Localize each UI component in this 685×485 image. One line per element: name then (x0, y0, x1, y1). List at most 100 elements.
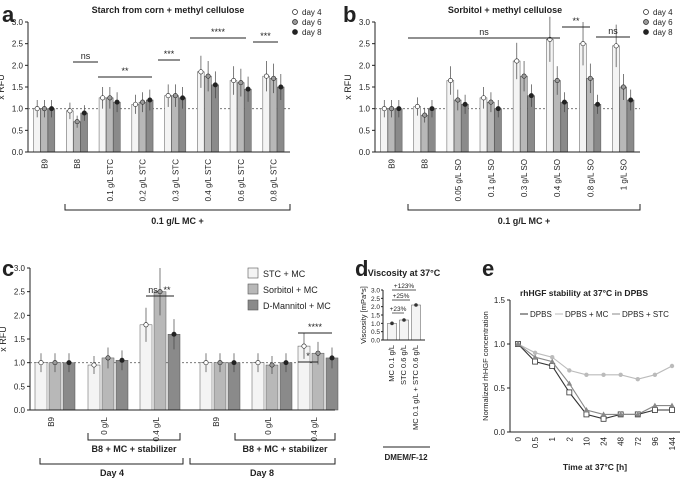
group-label: Day 4 (100, 468, 124, 478)
data-point (165, 93, 171, 99)
significance-label: ns (81, 51, 91, 61)
significance-label: ** (163, 285, 171, 295)
data-point (147, 97, 153, 103)
data-point (389, 106, 395, 112)
data-point (205, 73, 211, 79)
y-tick-label: 1.5 (359, 83, 371, 92)
data-point (618, 372, 623, 377)
data-point (38, 360, 44, 366)
data-point (550, 355, 555, 360)
data-point (634, 411, 641, 417)
significance-label: ** (572, 16, 580, 26)
data-point (584, 372, 589, 377)
series-line (517, 343, 673, 380)
y-tick-label: 2.0 (12, 61, 24, 70)
y-tick-label: 0.0 (14, 406, 26, 415)
data-point (652, 402, 658, 408)
y-tick-label: 0.0 (359, 148, 371, 157)
y-tick-label: 2.5 (359, 40, 371, 49)
data-point (172, 93, 178, 99)
y-tick-label: 3.0 (12, 18, 24, 27)
data-point (549, 358, 556, 364)
chart-title: rhHGF stability at 37°C in DPBS (520, 288, 648, 298)
data-point (462, 101, 468, 107)
data-point (41, 106, 47, 112)
y-tick-label: 3.0 (371, 288, 380, 295)
data-point (34, 106, 40, 112)
group-bracket (39, 458, 184, 465)
data-point (495, 106, 501, 112)
data-point (231, 78, 237, 84)
bar (399, 319, 409, 341)
legend-label: day 8 (302, 28, 322, 37)
legend-marker (643, 19, 649, 25)
legend-label: D-Mannitol + MC (263, 301, 331, 311)
data-point (180, 95, 186, 101)
x-tick-label: 2 (565, 436, 574, 441)
x-tick-label: 0.3 g/L STC (171, 159, 180, 202)
data-point (532, 358, 539, 365)
data-point (488, 99, 494, 105)
data-point (402, 318, 406, 322)
data-point (455, 97, 461, 103)
bar (387, 323, 397, 341)
significance-label: +123% (394, 283, 415, 290)
data-point (278, 84, 284, 90)
data-point (448, 78, 454, 84)
x-tick-label: 0 g/L (100, 416, 109, 434)
legend-label: day 4 (302, 8, 322, 17)
data-point (100, 95, 106, 101)
group-bracket (407, 204, 641, 211)
legend-marker (292, 9, 298, 15)
panel-label-c: c (2, 256, 14, 281)
data-point (212, 82, 218, 88)
data-point (238, 80, 244, 86)
x-tick-label: 0.6 g/L STC (237, 159, 246, 202)
data-point (301, 343, 307, 349)
group-bracket (87, 433, 181, 441)
data-point (245, 86, 251, 92)
data-point (143, 322, 149, 328)
x-tick-label: 1 g/L SO (619, 159, 628, 190)
panel-label-d: d (355, 256, 368, 281)
data-point (329, 355, 335, 361)
x-tick-label: 72 (634, 436, 643, 445)
data-point (203, 360, 209, 366)
data-point (587, 75, 593, 81)
y-axis-label: x RFU (343, 74, 353, 100)
x-tick-label: 10 (582, 436, 591, 445)
significance-label: * (306, 351, 310, 361)
data-point (52, 360, 58, 366)
x-tick-label: 0.5 (531, 436, 540, 448)
legend-marker (292, 19, 298, 25)
significance-label: **** (211, 27, 226, 37)
y-tick-label: 2.5 (14, 288, 26, 297)
data-point (600, 415, 607, 422)
x-tick-label: 144 (668, 436, 677, 450)
x-tick-label: 0.1 g/L SO (487, 159, 496, 197)
data-point (132, 101, 138, 107)
x-tick-label: B9 (212, 416, 221, 426)
y-tick-label: 1.5 (12, 83, 24, 92)
significance-label: ns (148, 285, 158, 295)
y-tick-label: 0.5 (12, 126, 24, 135)
chart-layer: Starch from corn + methyl cellulose 0.0 0.… (0, 5, 680, 478)
significance-label: ns (479, 27, 489, 37)
data-point (429, 106, 435, 112)
legend-label: STC + MC (263, 269, 306, 279)
group-bracket (64, 204, 291, 211)
data-point (315, 350, 321, 356)
data-point (91, 362, 97, 368)
data-point (381, 106, 387, 112)
data-point (140, 99, 146, 105)
data-point (114, 99, 120, 105)
data-point (157, 289, 163, 295)
data-point (566, 389, 573, 396)
data-point (171, 331, 177, 337)
x-tick-label: 0.1 g/L STC (106, 159, 115, 202)
data-point (49, 106, 55, 112)
data-point (669, 407, 675, 413)
data-point (481, 95, 487, 101)
data-point (74, 119, 80, 125)
data-point (390, 321, 394, 326)
